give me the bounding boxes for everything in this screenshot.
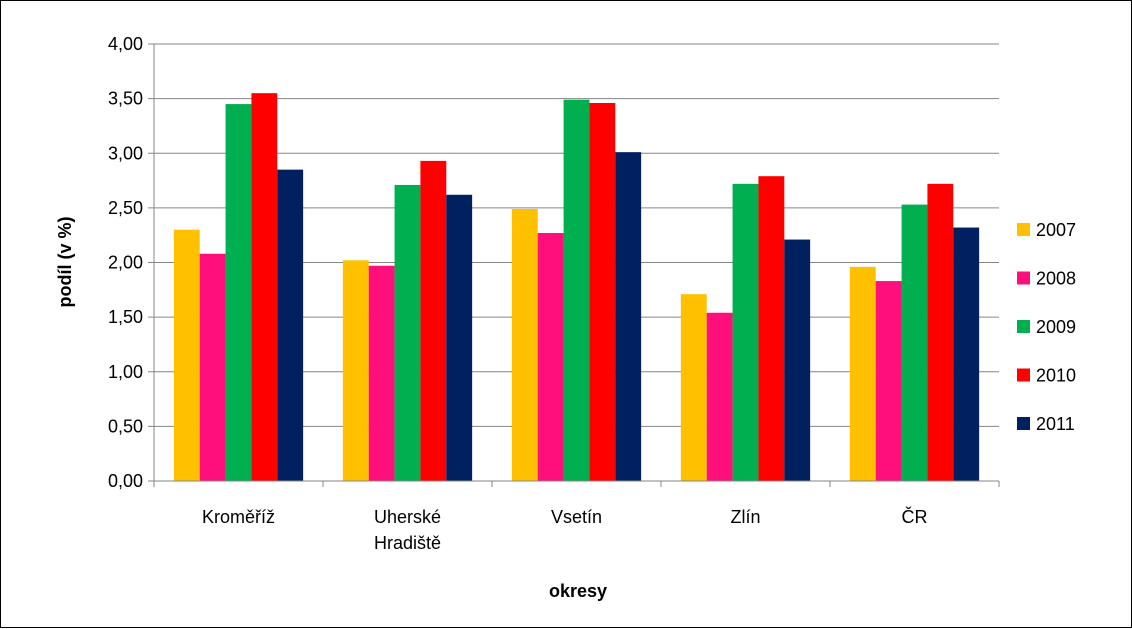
bar-2010 (758, 176, 785, 481)
legend-swatch-2010 (1017, 368, 1030, 382)
bar-2007 (849, 266, 876, 481)
y-tick-label: 1,00 (108, 362, 143, 382)
bar-2010 (420, 160, 447, 481)
bar-2011 (446, 194, 473, 481)
legend-label: 2009 (1036, 317, 1076, 337)
bar-2007 (680, 294, 707, 481)
bar-2009 (901, 204, 928, 481)
bar-2011 (615, 152, 642, 481)
bar-2007 (342, 260, 369, 481)
y-tick-label: 0,50 (108, 416, 143, 436)
x-category-label: Kroměříž (202, 507, 275, 527)
legend-label: 2011 (1036, 414, 1075, 434)
y-tick-label: 1,50 (108, 307, 143, 327)
bar-2009 (225, 104, 252, 482)
y-tick-label: 3,50 (108, 89, 143, 109)
legend-swatch-2009 (1017, 320, 1030, 333)
legend-label: 2007 (1036, 220, 1076, 240)
bar-2010 (927, 183, 954, 481)
bar-2011 (784, 239, 811, 481)
x-category-label: Vsetín (551, 507, 602, 527)
legend-label: 2010 (1036, 366, 1076, 386)
bar-2008 (537, 233, 564, 481)
bar-2011 (277, 169, 304, 481)
y-tick-label: 4,00 (108, 34, 143, 54)
x-category-label: ČR (902, 506, 928, 527)
bar-2009 (732, 183, 759, 481)
legend-swatch-2008 (1017, 271, 1030, 285)
legend-swatch-2007 (1017, 223, 1030, 236)
bar-2011 (953, 227, 980, 481)
y-tick-label: 2,50 (108, 198, 143, 218)
x-category-label: Uherské (374, 507, 441, 527)
bar-2007 (173, 229, 200, 481)
bar-2010 (589, 102, 616, 482)
legend-label: 2008 (1036, 269, 1076, 289)
x-category-label: Zlín (730, 507, 760, 527)
legend-swatch-2011 (1017, 417, 1030, 430)
y-axis-title: podíl (v %) (55, 217, 75, 308)
x-axis-title: okresy (549, 581, 607, 601)
legend: 2007 2008 2009 2010 2011 (1017, 220, 1076, 434)
bar-2008 (875, 281, 902, 481)
bar-2008 (199, 253, 226, 481)
y-tick-label: 0,00 (108, 471, 143, 491)
axes: 0,00 0,50 1,00 1,50 2,00 2,50 3,00 3,50 4,00 Krom… (108, 34, 1000, 553)
y-tick-label: 2,00 (108, 253, 143, 273)
bar-2008 (368, 265, 395, 481)
bar-2009 (563, 99, 590, 481)
bar-2007 (511, 208, 538, 481)
bars (173, 93, 980, 482)
x-category-label: Hradiště (374, 533, 441, 553)
bar-2010 (251, 93, 278, 481)
bar-2008 (706, 312, 733, 481)
bar-2009 (394, 184, 421, 481)
y-tick-label: 3,00 (108, 143, 143, 163)
